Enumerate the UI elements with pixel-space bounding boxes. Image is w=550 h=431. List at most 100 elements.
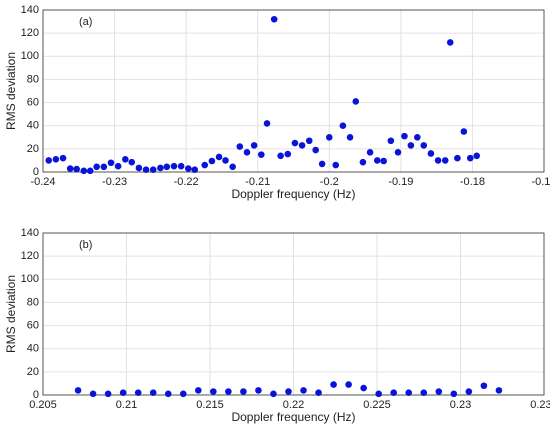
point [284,150,292,158]
point [163,163,171,171]
x-tick-label: 0.205 [29,399,57,411]
y-tick-label: 0 [33,166,39,178]
y-tick-label: 120 [21,27,39,39]
point [332,161,340,169]
y-tick-label: 20 [27,143,39,155]
point [298,142,306,149]
point [240,388,247,395]
point [291,139,299,147]
point [100,163,108,171]
point [346,133,354,141]
x-tick-label: 0.225 [363,399,391,411]
y-tick-label: 140 [21,227,39,239]
y-tick-label: 80 [27,296,39,308]
point [277,152,284,160]
point [420,389,428,396]
point [179,390,187,398]
point [352,98,360,105]
point [473,152,481,160]
point [215,153,223,161]
point [229,163,236,171]
y-tick-label: 20 [27,366,39,378]
point [222,157,229,164]
annotation: (b) [79,239,92,251]
point [157,164,164,172]
point [142,166,150,173]
y-tick-label: 140 [21,4,39,16]
point [86,167,94,175]
x-axis-label: Doppler frequency (Hz) [231,410,355,424]
x-tick-label: -0.17 [531,176,550,188]
point [195,387,202,394]
point [250,142,258,149]
y-tick-label: 40 [27,120,39,132]
point [208,157,216,165]
plot-frame [42,232,545,396]
point [450,390,458,398]
y-tick-label: 60 [27,96,39,108]
point [330,381,337,388]
point [345,381,352,388]
y-tick-label: 40 [27,343,39,355]
point [257,151,265,158]
point [380,157,387,165]
point [135,164,143,172]
point [210,388,217,395]
annotation: (a) [79,16,92,28]
point [114,162,122,170]
x-tick-label: -0.2 [320,176,339,188]
point [59,154,67,162]
x-tick-label: 0.21 [116,399,137,411]
point [394,149,402,156]
point [387,137,395,145]
point [441,157,449,164]
point [390,389,398,396]
point [243,149,251,156]
point [80,167,88,175]
point [164,390,172,398]
point [359,158,367,166]
point [73,165,80,173]
point [134,389,142,396]
point [375,390,382,398]
point [122,155,129,163]
point [149,389,157,396]
point [184,165,192,172]
point [495,387,503,394]
point [270,390,277,398]
y-tick-label: 100 [21,50,39,62]
point [465,388,473,395]
point [225,388,232,395]
point [236,143,244,150]
y-axis-label: RMS deviation [4,52,18,130]
point [89,390,97,398]
y-tick-label: 120 [21,250,39,262]
x-axis-label: Doppler frequency (Hz) [231,187,355,201]
x-tick-label: -0.24 [30,176,55,188]
point [66,165,74,172]
x-tick-label: -0.22 [174,176,199,188]
point [420,142,428,149]
point [107,159,115,167]
point [446,39,454,46]
point [52,155,60,163]
point [312,146,319,154]
point [480,382,488,390]
point [407,142,415,149]
point [300,387,307,394]
point [285,388,292,395]
y-tick-label: 60 [27,319,39,331]
point [177,162,185,170]
plot-frame [42,9,545,173]
point [93,163,100,171]
point [405,389,413,396]
x-tick-label: -0.18 [460,176,485,188]
point [325,133,333,141]
point [255,387,262,394]
point [460,128,468,135]
point [45,157,53,164]
point [315,389,322,396]
x-tick-label: 0.235 [530,399,550,411]
point [170,162,178,170]
